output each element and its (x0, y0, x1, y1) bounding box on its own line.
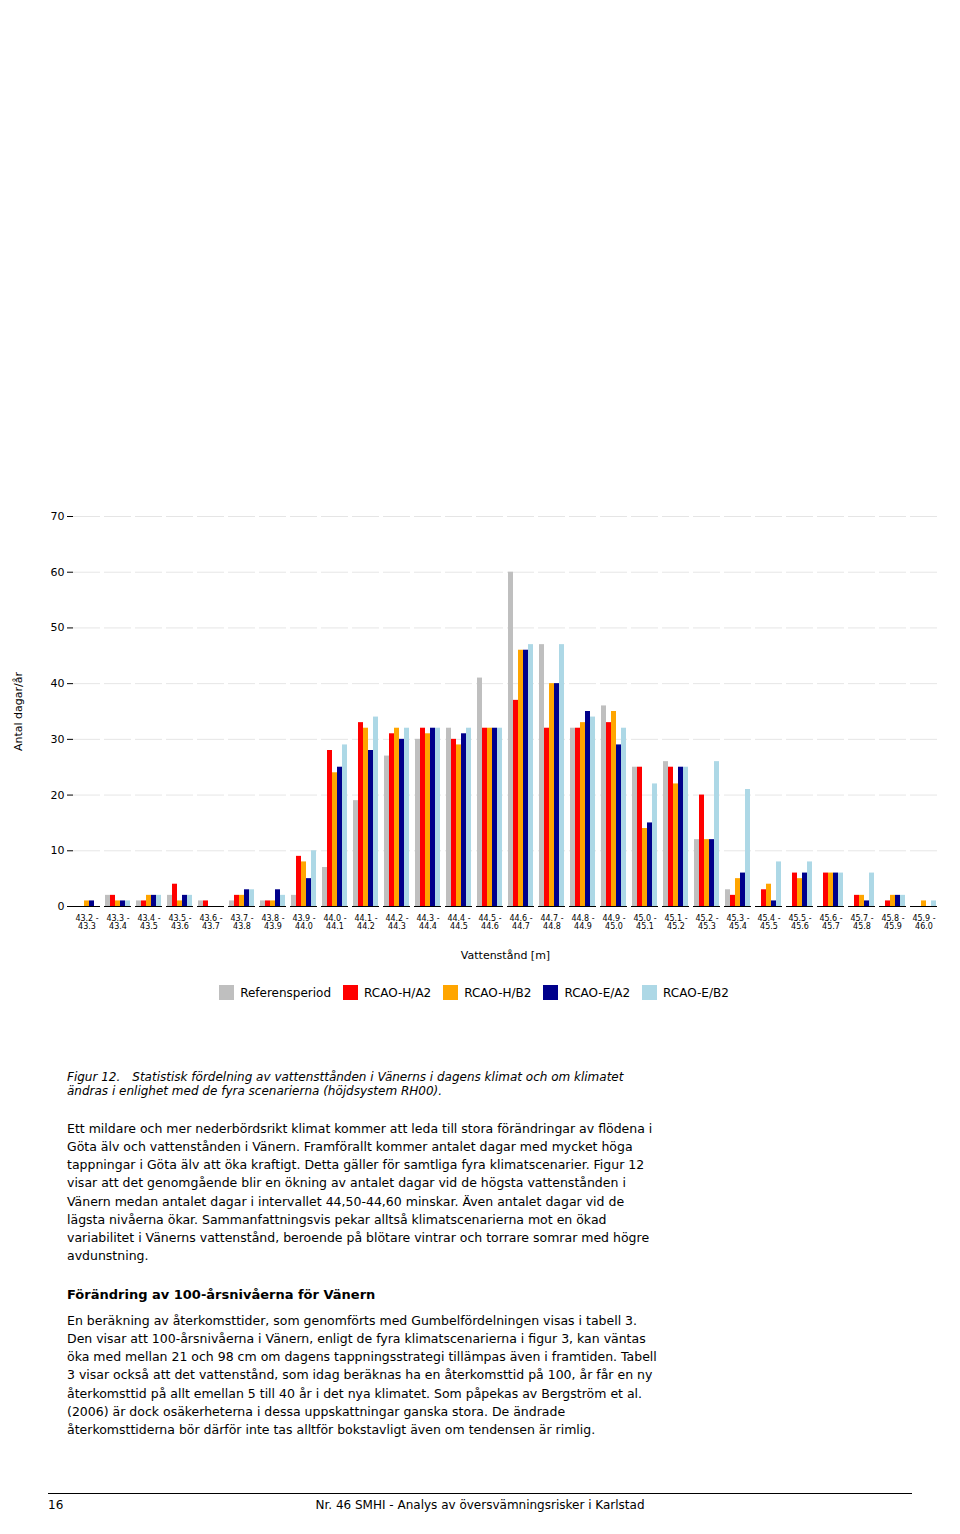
svg-text:45.5 -45.6: 45.5 -45.6 (788, 914, 811, 931)
svg-text:43.6 -43.7: 43.6 -43.7 (199, 914, 222, 931)
svg-text:43.8 -43.9: 43.8 -43.9 (261, 914, 284, 931)
html-text:Nr. 46 SMHI - Analys av översv: Nr. 46 SMHI - Analys av översvämningsris… (315, 1498, 645, 1512)
svg-text:43.5 -43.6: 43.5 -43.6 (168, 914, 191, 931)
svg-text:45.0 -45.1: 45.0 -45.1 (633, 914, 656, 931)
svg-text:Vattenstånd [m]: Vattenstånd [m] (461, 949, 550, 962)
svg-text:40: 40 (51, 677, 65, 690)
svg-text:45.2 -45.3: 45.2 -45.3 (695, 914, 718, 931)
svg-text:20: 20 (51, 789, 65, 802)
svg-text:45.3 -45.4: 45.3 -45.4 (726, 914, 749, 931)
svg-text:50: 50 (51, 621, 65, 634)
svg-text:70: 70 (51, 510, 65, 523)
html-text:RCAO-E/A2: RCAO-E/A2 (564, 985, 631, 1000)
svg-text:44.4 -44.5: 44.4 -44.5 (447, 914, 470, 931)
html-text:Förändring av 100-årsnivåerna: Förändring av 100-årsnivåerna för Vänern (67, 1287, 376, 1302)
html-text:RCAO-H/B2: RCAO-H/B2 (464, 985, 532, 1000)
svg-text:45.9 -46.0: 45.9 -46.0 (912, 914, 935, 931)
html-text:16: 16 (48, 1498, 64, 1512)
svg-text:Antal dagar/år: Antal dagar/år (12, 672, 25, 752)
svg-text:43.2 -43.3: 43.2 -43.3 (75, 914, 98, 931)
html-text:Ett mildare och mer nederbörds: Ett mildare och mer nederbördsrikt klima… (67, 1121, 653, 1263)
svg-text:44.6 -44.7: 44.6 -44.7 (509, 914, 532, 931)
svg-text:44.8 -44.9: 44.8 -44.9 (571, 914, 594, 931)
html-text:Figur 12. Statistisk fördelnin: Figur 12. Statistisk fördelning av vatte… (67, 1070, 624, 1098)
svg-text:0: 0 (58, 900, 65, 913)
svg-text:45.1 -45.2: 45.1 -45.2 (664, 914, 687, 931)
svg-text:45.8 -45.9: 45.8 -45.9 (881, 914, 904, 931)
html-text:En beräkning av återkomsttider: En beräkning av återkomsttider, som geno… (67, 1313, 657, 1437)
svg-text:44.9 -45.0: 44.9 -45.0 (602, 914, 625, 931)
svg-text:44.7 -44.8: 44.7 -44.8 (540, 914, 563, 931)
svg-text:44.1 -44.2: 44.1 -44.2 (354, 914, 377, 931)
svg-text:44.0 -44.1: 44.0 -44.1 (323, 914, 346, 931)
html-text:Referensperiod: Referensperiod (240, 985, 332, 1000)
svg-text:43.9 -44.0: 43.9 -44.0 (292, 914, 315, 931)
svg-text:10: 10 (51, 844, 65, 857)
svg-text:60: 60 (51, 566, 65, 579)
svg-text:30: 30 (51, 733, 65, 746)
svg-text:44.3 -44.4: 44.3 -44.4 (416, 914, 439, 931)
svg-text:45.7 -45.8: 45.7 -45.8 (850, 914, 873, 931)
svg-text:43.4 -43.5: 43.4 -43.5 (137, 914, 160, 931)
html-text:RCAO-E/B2: RCAO-E/B2 (663, 985, 729, 1000)
svg-text:44.2 -44.3: 44.2 -44.3 (385, 914, 408, 931)
svg-text:43.7 -43.8: 43.7 -43.8 (230, 914, 253, 931)
svg-text:45.6 -45.7: 45.6 -45.7 (819, 914, 842, 931)
html-text:RCAO-H/A2: RCAO-H/A2 (364, 985, 432, 1000)
svg-text:43.3 -43.4: 43.3 -43.4 (106, 914, 129, 931)
svg-text:45.4 -45.5: 45.4 -45.5 (757, 914, 780, 931)
svg-text:44.5 -44.6: 44.5 -44.6 (478, 914, 501, 931)
